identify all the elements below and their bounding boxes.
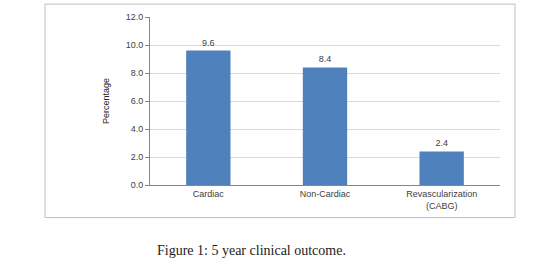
svg-text:2.0: 2.0 bbox=[131, 152, 144, 162]
svg-text:2.4: 2.4 bbox=[435, 138, 448, 148]
svg-text:Cardiac: Cardiac bbox=[193, 189, 225, 199]
svg-text:12.0: 12.0 bbox=[126, 12, 144, 22]
svg-text:10.0: 10.0 bbox=[126, 40, 144, 50]
svg-text:Non-Cardiac: Non-Cardiac bbox=[300, 189, 351, 199]
svg-text:6.0: 6.0 bbox=[131, 96, 144, 106]
svg-text:Percentage: Percentage bbox=[101, 78, 111, 124]
svg-text:Figure 1: 5 year clinical outc: Figure 1: 5 year clinical outcome. bbox=[157, 243, 346, 258]
svg-text:8.0: 8.0 bbox=[131, 68, 144, 78]
svg-text:9.6: 9.6 bbox=[202, 38, 215, 48]
svg-text:8.4: 8.4 bbox=[319, 54, 332, 64]
svg-text:4.0: 4.0 bbox=[131, 124, 144, 134]
svg-text:Revascularization(CABG): Revascularization(CABG) bbox=[406, 189, 477, 211]
svg-text:0.0: 0.0 bbox=[131, 180, 144, 190]
